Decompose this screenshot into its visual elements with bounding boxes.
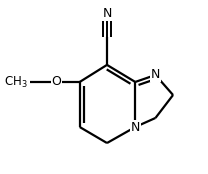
Text: O: O <box>52 76 61 88</box>
Text: N: N <box>102 7 112 20</box>
Text: N: N <box>131 121 140 133</box>
Text: CH$_3$: CH$_3$ <box>5 74 28 89</box>
Text: N: N <box>151 69 160 81</box>
